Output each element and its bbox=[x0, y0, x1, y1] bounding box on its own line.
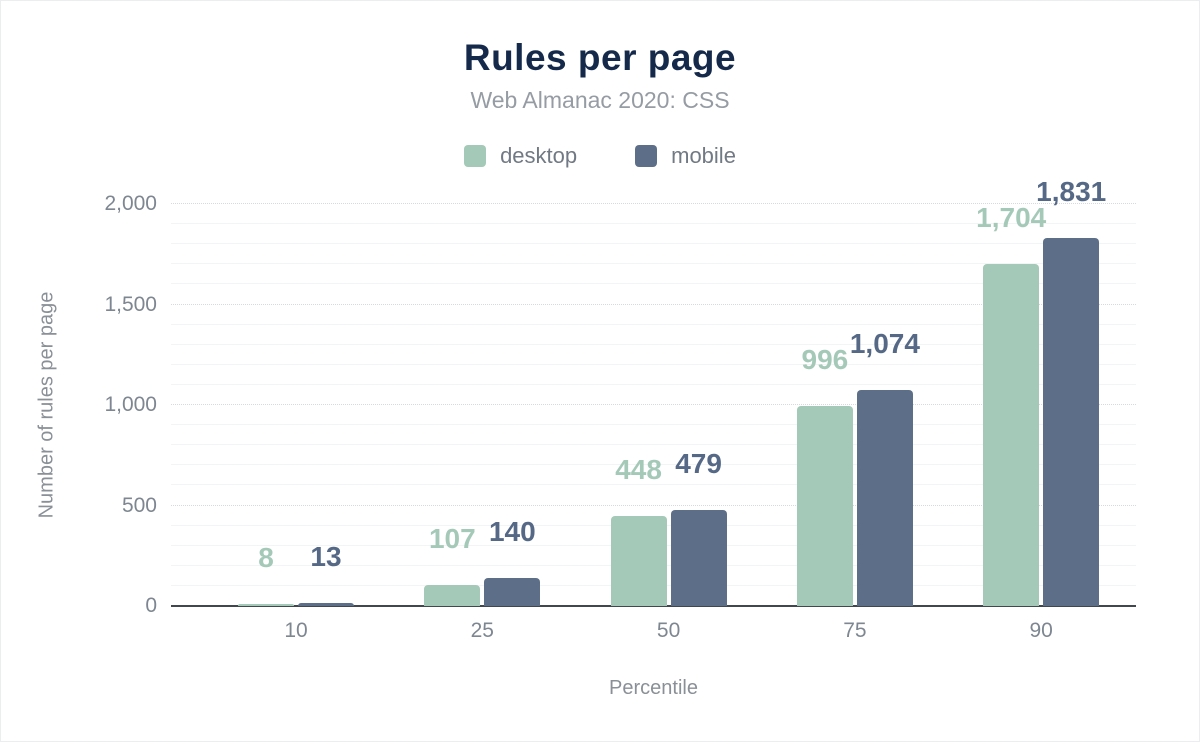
chart-title: Rules per page bbox=[463, 37, 737, 78]
x-tick-label: 10 bbox=[284, 619, 308, 642]
legend-item-desktop[interactable]: desktop bbox=[464, 143, 577, 169]
bar-desktop-p25[interactable] bbox=[424, 584, 481, 606]
chart-subtitle: Web Almanac 2020: CSS bbox=[470, 87, 730, 113]
gridline bbox=[171, 283, 1136, 285]
x-tick-label: 75 bbox=[843, 619, 867, 642]
bar-mobile-p10[interactable] bbox=[298, 603, 354, 606]
gridline bbox=[171, 424, 1136, 426]
gridline bbox=[171, 383, 1136, 385]
legend: desktop mobile bbox=[1, 143, 1199, 169]
mobile-swatch-icon bbox=[635, 145, 658, 167]
gridline bbox=[171, 323, 1136, 325]
gridline bbox=[171, 504, 1136, 506]
gridline bbox=[171, 363, 1136, 365]
bar-mobile-p90[interactable] bbox=[1043, 237, 1100, 606]
y-tick-label: 1,000 bbox=[104, 393, 157, 416]
bar-value-label-desktop-p90: 1,704 bbox=[976, 201, 1047, 233]
bar-mobile-p75[interactable] bbox=[856, 390, 913, 606]
bar-value-label-mobile-p10: 13 bbox=[310, 541, 342, 573]
desktop-swatch-icon bbox=[464, 145, 487, 167]
bar-desktop-p10[interactable] bbox=[238, 604, 294, 606]
gridline bbox=[171, 303, 1136, 305]
gridline bbox=[171, 223, 1136, 225]
bar-desktop-p90[interactable] bbox=[983, 263, 1040, 606]
bar-value-label-desktop-p10: 8 bbox=[258, 542, 274, 574]
gridline bbox=[171, 484, 1136, 486]
x-tick-label: 90 bbox=[1029, 619, 1053, 642]
plot-area: 8 13 107 140 448 479 996 1,074 1,704 1,831 bbox=[171, 176, 1136, 607]
bar-value-label-mobile-p75: 1,074 bbox=[849, 328, 920, 360]
y-tick-label: 0 bbox=[145, 594, 157, 617]
bar-value-label-desktop-p75: 996 bbox=[801, 343, 849, 375]
gridline bbox=[171, 263, 1136, 265]
gridline bbox=[171, 444, 1136, 446]
bar-mobile-p25[interactable] bbox=[484, 577, 541, 606]
bar-value-label-desktop-p50: 448 bbox=[615, 453, 662, 485]
x-tick-label: 50 bbox=[656, 619, 681, 642]
gridline bbox=[171, 464, 1136, 466]
legend-item-mobile[interactable]: mobile bbox=[635, 143, 736, 169]
gridline bbox=[171, 404, 1136, 405]
bar-desktop-p50[interactable] bbox=[610, 515, 667, 606]
gridline bbox=[171, 203, 1136, 204]
y-tick-label: 500 bbox=[121, 493, 157, 517]
x-axis-title: Percentile bbox=[609, 677, 698, 699]
bar-value-label-mobile-p50: 479 bbox=[675, 447, 722, 479]
bar-value-label-mobile-p90: 1,831 bbox=[1036, 175, 1107, 207]
x-axis-baseline bbox=[171, 605, 1136, 607]
bar-value-label-mobile-p25: 140 bbox=[488, 515, 536, 547]
bar-mobile-p50[interactable] bbox=[670, 509, 727, 606]
y-tick-label: 1,500 bbox=[104, 292, 157, 316]
gridline bbox=[171, 343, 1136, 345]
legend-label-desktop: desktop bbox=[500, 143, 578, 168]
bar-value-label-desktop-p25: 107 bbox=[428, 522, 476, 554]
gridline bbox=[171, 243, 1136, 245]
y-tick-label: 2,000 bbox=[104, 192, 157, 215]
legend-label-mobile: mobile bbox=[671, 143, 736, 168]
x-tick-label: 25 bbox=[470, 619, 494, 642]
bar-desktop-p75[interactable] bbox=[796, 405, 853, 606]
